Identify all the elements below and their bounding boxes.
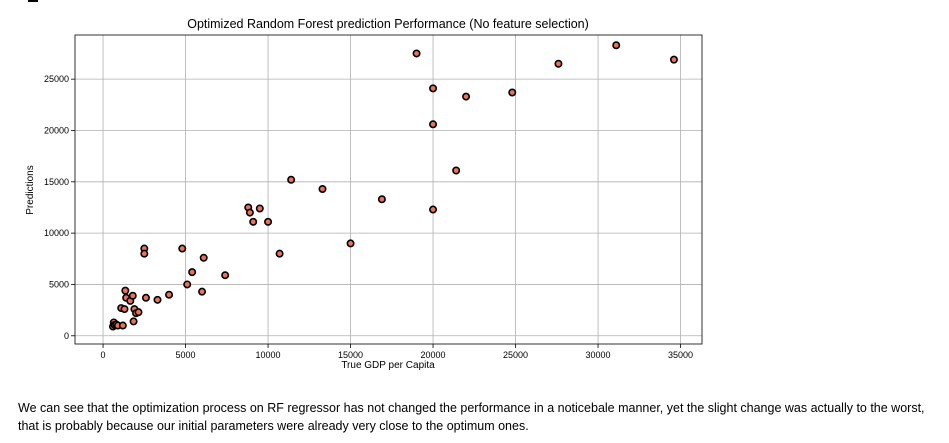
y-tick-label: 25000 (44, 74, 69, 84)
y-axis-label: Predictions (25, 165, 36, 214)
data-point (178, 244, 187, 253)
data-point (287, 175, 296, 184)
y-axis-ticks: 0 5000 10000 15000 20000 25000 (44, 74, 75, 341)
data-point (183, 280, 192, 289)
data-points (108, 41, 678, 331)
x-tick-label: 0 (101, 350, 106, 360)
x-axis-label: True GDP per Capita (341, 360, 435, 371)
grid (75, 35, 702, 344)
data-point (118, 321, 127, 330)
y-tick-label: 20000 (44, 125, 69, 135)
x-tick-label: 25000 (503, 350, 528, 360)
data-point (412, 49, 421, 58)
plot-frame (74, 34, 703, 345)
data-point (429, 84, 438, 93)
data-point (264, 217, 273, 226)
data-point (188, 268, 197, 277)
y-tick-label: 10000 (44, 228, 69, 238)
x-tick-label: 5000 (176, 350, 196, 360)
data-point (140, 249, 149, 258)
data-point (554, 59, 563, 68)
data-point (134, 308, 143, 317)
y-tick-label: 0 (64, 331, 69, 341)
data-point (129, 317, 138, 326)
x-tick-label: 15000 (338, 350, 363, 360)
data-point (429, 120, 438, 129)
data-point (255, 204, 264, 213)
scatter-chart: Optimized Random Forest prediction Perfo… (25, 17, 703, 371)
x-tick-label: 20000 (421, 350, 446, 360)
x-tick-label: 35000 (668, 350, 693, 360)
data-point (199, 253, 208, 262)
x-axis-ticks: 0 5000 10000 15000 20000 25000 30000 35000 (101, 344, 693, 360)
x-tick-label: 30000 (586, 350, 611, 360)
data-point (462, 92, 471, 101)
data-point (508, 88, 517, 97)
data-point (165, 290, 174, 299)
data-point (198, 287, 207, 296)
data-point (346, 239, 355, 248)
data-point (612, 41, 621, 50)
data-point (669, 55, 678, 64)
data-point (221, 271, 230, 280)
data-point (141, 293, 150, 302)
data-point (249, 217, 258, 226)
x-tick-label: 10000 (256, 350, 281, 360)
top-edge-mark (28, 0, 38, 2)
caption-text: We can see that the optimization process… (18, 401, 925, 433)
data-point (318, 184, 327, 193)
data-point (377, 195, 386, 204)
data-point (128, 291, 137, 300)
data-point (275, 249, 284, 258)
data-point (120, 305, 129, 314)
data-point (452, 166, 461, 175)
y-tick-label: 5000 (49, 279, 69, 289)
data-point (429, 205, 438, 214)
data-point (121, 286, 130, 295)
y-tick-label: 15000 (44, 177, 69, 187)
data-point (153, 295, 162, 304)
data-point (245, 208, 254, 217)
chart-title: Optimized Random Forest prediction Perfo… (187, 17, 589, 31)
